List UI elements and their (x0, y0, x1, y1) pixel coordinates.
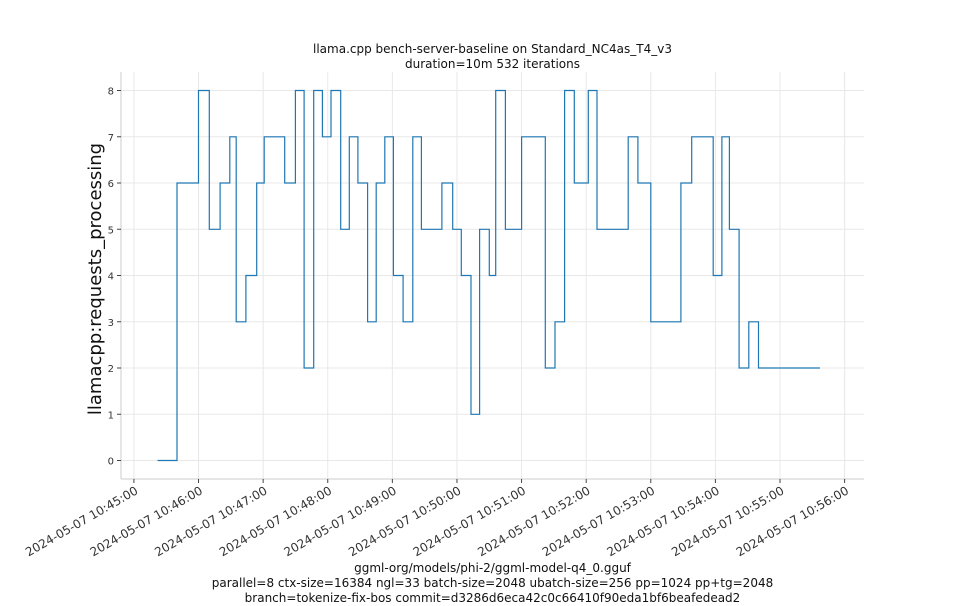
y-tick-label: 4 (108, 272, 114, 283)
x-axis-label-branch: branch=tokenize-fix-bos commit=d3286d6ec… (244, 591, 741, 605)
x-tick-label: 2024-05-07 10:49:00 (281, 483, 398, 559)
x-tick-label: 2024-05-07 10:47:00 (152, 483, 269, 559)
y-tick-label: 0 (108, 457, 114, 468)
y-tick-label: 3 (108, 318, 114, 329)
series-line (157, 89, 820, 462)
y-tick-label: 5 (108, 225, 114, 236)
y-axis-ticks: 0 1 2 3 4 5 6 7 8 (108, 87, 121, 468)
x-tick-label: 2024-05-07 10:54:00 (605, 483, 722, 559)
x-tick-label: 2024-05-07 10:50:00 (346, 483, 463, 559)
y-tick-label: 7 (108, 133, 114, 144)
x-axis-label-model: ggml-org/models/phi-2/ggml-model-q4_0.gg… (354, 561, 631, 575)
x-tick-label: 2024-05-07 10:52:00 (475, 483, 592, 559)
chart-subtitle: duration=10m 532 iterations (405, 57, 580, 71)
y-tick-label: 8 (108, 87, 114, 98)
x-tick-label: 2024-05-07 10:55:00 (669, 483, 786, 559)
x-axis-label-params: parallel=8 ctx-size=16384 ngl=33 batch-s… (211, 576, 774, 590)
y-tick-label: 6 (108, 179, 114, 190)
x-tick-label: 2024-05-07 10:46:00 (88, 483, 205, 559)
chart-title: llama.cpp bench-server-baseline on Stand… (313, 42, 672, 56)
y-axis-label: llamacpp:requests_processing (85, 143, 106, 415)
x-tick-label: 2024-05-07 10:51:00 (411, 483, 528, 559)
x-tick-label: 2024-05-07 10:56:00 (734, 483, 851, 559)
x-tick-label: 2024-05-07 10:48:00 (217, 483, 334, 559)
y-tick-label: 1 (108, 410, 114, 421)
y-tick-label: 2 (108, 364, 114, 375)
x-tick-label: 2024-05-07 10:45:00 (23, 483, 140, 559)
x-tick-label: 2024-05-07 10:53:00 (540, 483, 657, 559)
